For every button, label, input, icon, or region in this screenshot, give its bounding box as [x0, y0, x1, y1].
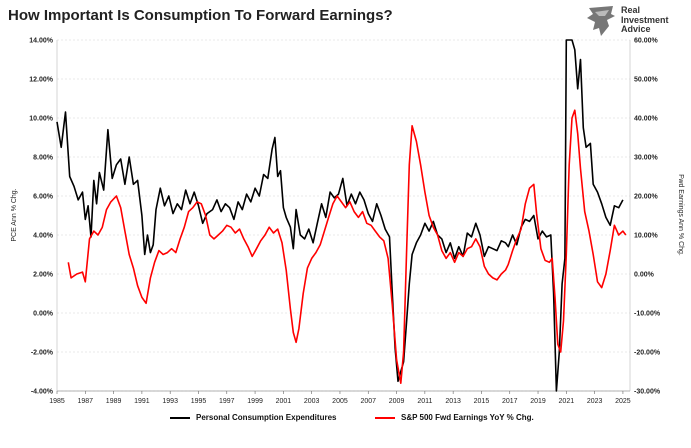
x-tick-label: 1985 [49, 398, 65, 405]
y-left-tick-label: 12.00% [29, 77, 54, 84]
series-line-pce [56, 39, 624, 392]
series-lines [56, 39, 627, 392]
legend-label-pce: Personal Consumption Expenditures [196, 413, 337, 422]
x-axis-ticks: 1985 1987 1989 1991 1993 1995 1997 1999 2001 2003… [49, 391, 631, 405]
y-right-tick-label: 30.00% [634, 155, 659, 162]
x-tick-label: 2007 [360, 398, 376, 405]
x-tick-label: 2025 [615, 398, 631, 405]
y-right-tick-label: -30.00% [634, 389, 661, 396]
y-left-tick-label: 2.00% [33, 272, 54, 279]
brand-line-1: Real [621, 5, 641, 15]
y-left-tick-label: 4.00% [33, 233, 54, 240]
legend: Personal Consumption Expenditures S&P 50… [170, 413, 570, 429]
y-right-axis-title: Fwd Earnings Ann % Chg. [677, 174, 684, 256]
y-right-tick-label: 60.00% [634, 38, 659, 45]
y-right-tick-label: -20.00% [634, 350, 661, 357]
x-tick-label: 1993 [162, 398, 178, 405]
legend-item-earnings: S&P 500 Fwd Earnings YoY % Chg. [375, 413, 534, 422]
x-tick-label: 2023 [587, 398, 603, 405]
y-left-axis-title: PCE Ann % Chg. [11, 188, 18, 241]
legend-item-pce: Personal Consumption Expenditures [170, 413, 336, 422]
y-right-tick-label: -10.00% [634, 311, 661, 318]
eagle-icon [587, 6, 615, 36]
y-left-tick-label: 0.00% [33, 311, 54, 318]
y-right-tick-label: 10.00% [634, 233, 659, 240]
x-tick-label: 2019 [530, 398, 546, 405]
x-tick-label: 2003 [304, 398, 320, 405]
series-line-earnings [67, 109, 627, 385]
x-tick-label: 1999 [247, 398, 263, 405]
axes [56, 40, 631, 392]
chart-title: How Important Is Consumption To Forward … [8, 7, 393, 24]
y-left-tick-label: 8.00% [33, 155, 54, 162]
brand-line-3: Advice [621, 24, 651, 34]
brand-line-2: Investment [621, 14, 669, 25]
x-tick-label: 1991 [134, 398, 150, 405]
legend-swatch-earnings [375, 416, 395, 419]
y-right-axis-ticks: -30.00% -20.00% -10.00% 0.00% 10.00% 20.00% 30… [634, 38, 661, 396]
y-right-tick-label: 0.00% [634, 272, 655, 279]
x-tick-label: 1997 [219, 398, 235, 405]
y-right-tick-label: 20.00% [634, 194, 659, 201]
y-left-tick-label: 6.00% [33, 194, 54, 201]
y-left-tick-label: 14.00% [29, 38, 54, 45]
y-left-axis-ticks: -4.00% -2.00% 0.00% 2.00% 4.00% 6.00% 8.00% 10.… [29, 38, 54, 396]
legend-swatch-pce [170, 416, 190, 419]
x-tick-label: 2017 [502, 398, 518, 405]
x-tick-label: 1995 [191, 398, 207, 405]
legend-label-earnings: S&P 500 Fwd Earnings YoY % Chg. [401, 413, 534, 422]
brand-logo: Real Investment Advice [585, 4, 685, 40]
x-tick-label: 2009 [389, 398, 405, 405]
brand-name: Real Investment Advice [621, 5, 669, 35]
x-tick-label: 1987 [78, 398, 94, 405]
x-tick-label: 2011 [417, 398, 432, 405]
x-tick-label: 2001 [276, 398, 292, 405]
x-tick-label: 2015 [474, 398, 490, 405]
gridlines [57, 39, 630, 392]
x-tick-label: 2013 [445, 398, 461, 405]
y-left-tick-label: -4.00% [31, 389, 54, 396]
y-left-tick-label: -2.00% [31, 350, 54, 357]
y-left-tick-label: 10.00% [29, 116, 54, 123]
x-tick-label: 2005 [332, 398, 348, 405]
y-right-tick-label: 40.00% [634, 116, 659, 123]
x-tick-label: 1989 [106, 398, 122, 405]
x-tick-label: 2021 [559, 398, 575, 405]
y-right-tick-label: 50.00% [634, 77, 659, 84]
